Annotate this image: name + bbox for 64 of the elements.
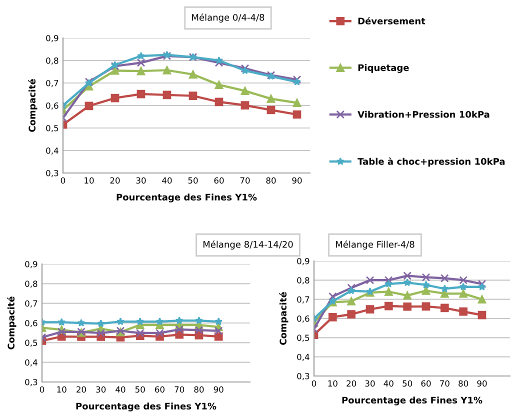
x-tick-label: 40 [384, 380, 394, 387]
x-tick-label: 90 [292, 177, 302, 184]
x-tick-label: 40 [116, 386, 126, 393]
y-tick-label: 0,3 [25, 378, 38, 386]
x-axis-title: Pourcentage des Fines Y1% [342, 396, 482, 406]
y-tick-label: 0,7 [297, 296, 310, 304]
y-tick-label: 0,8 [25, 280, 38, 288]
x-tick-label: 40 [162, 177, 172, 184]
x-axis-title: Pourcentage des Fines Y1% [76, 402, 216, 412]
x-tick-label: 80 [194, 386, 204, 393]
x-tick-label: 50 [402, 380, 412, 387]
x-tick-label: 70 [240, 177, 250, 184]
x-tick-label: 50 [135, 386, 145, 393]
x-axis-title: Pourcentage des Fines Y1% [116, 194, 257, 202]
x-tick-label: 80 [266, 177, 276, 184]
x-tick-label: 10 [328, 380, 338, 387]
legend-label: Piquetage [358, 64, 409, 73]
y-tick-label: 0,8 [46, 57, 58, 65]
x-tick-label: 10 [57, 386, 66, 393]
x-tick-label: 20 [110, 177, 120, 184]
x-tick-label: 80 [458, 380, 468, 387]
x-tick-label: 30 [136, 177, 146, 184]
x-tick-label: 70 [174, 386, 184, 393]
y-tick-label: 0,3 [297, 372, 310, 380]
x-tick-label: 90 [477, 380, 487, 387]
chart-title: Mélange Filler-4/8 [336, 240, 414, 250]
y-tick-label: 0,5 [25, 340, 38, 347]
y-tick-label: 0,9 [297, 258, 310, 266]
y-tick-label: 0,4 [46, 147, 58, 155]
y-tick-label: 0,5 [46, 124, 58, 132]
y-axis-title: Compacité [279, 292, 288, 345]
y-axis-title: Compacité [7, 296, 16, 350]
x-tick-label: 60 [214, 177, 224, 184]
x-tick-label: 10 [84, 177, 94, 184]
y-tick-label: 0,6 [297, 315, 310, 323]
y-tick-label: 0,7 [46, 80, 58, 88]
x-tick-label: 70 [440, 380, 450, 387]
x-tick-label: 20 [76, 386, 86, 393]
x-tick-label: 0 [60, 177, 66, 184]
x-tick-label: 0 [40, 386, 44, 393]
chart-title: Mélange 0/4-4/8 [192, 13, 264, 23]
y-tick-label: 0,8 [297, 277, 310, 284]
y-tick-label: 0,6 [46, 102, 58, 110]
y-axis-title: Compacité [28, 79, 38, 132]
x-tick-label: 20 [346, 380, 356, 387]
y-tick-label: 0,7 [25, 300, 38, 308]
x-tick-label: 30 [365, 380, 375, 387]
y-tick-label: 0,5 [297, 334, 310, 342]
legend-label: Table à choc+pression 10kPa [358, 157, 505, 167]
x-tick-label: 60 [421, 380, 431, 387]
x-tick-label: 30 [96, 386, 106, 393]
x-tick-label: 90 [214, 386, 224, 393]
y-tick-label: 0,9 [25, 260, 38, 268]
y-tick-label: 0,4 [25, 359, 38, 366]
legend-label: Déversement [358, 17, 426, 24]
y-tick-label: 0,9 [46, 34, 58, 42]
x-tick-label: 50 [188, 177, 198, 184]
y-tick-label: 0,4 [297, 354, 310, 361]
x-tick-label: 0 [312, 380, 316, 387]
y-tick-label: 0,3 [46, 170, 58, 178]
x-tick-label: 60 [155, 386, 164, 393]
legend-label: Vibration+Pression 10kPa [358, 110, 490, 118]
y-tick-label: 0,6 [25, 320, 38, 328]
chart-title: Mélange 8/14-14/20 [203, 240, 293, 250]
